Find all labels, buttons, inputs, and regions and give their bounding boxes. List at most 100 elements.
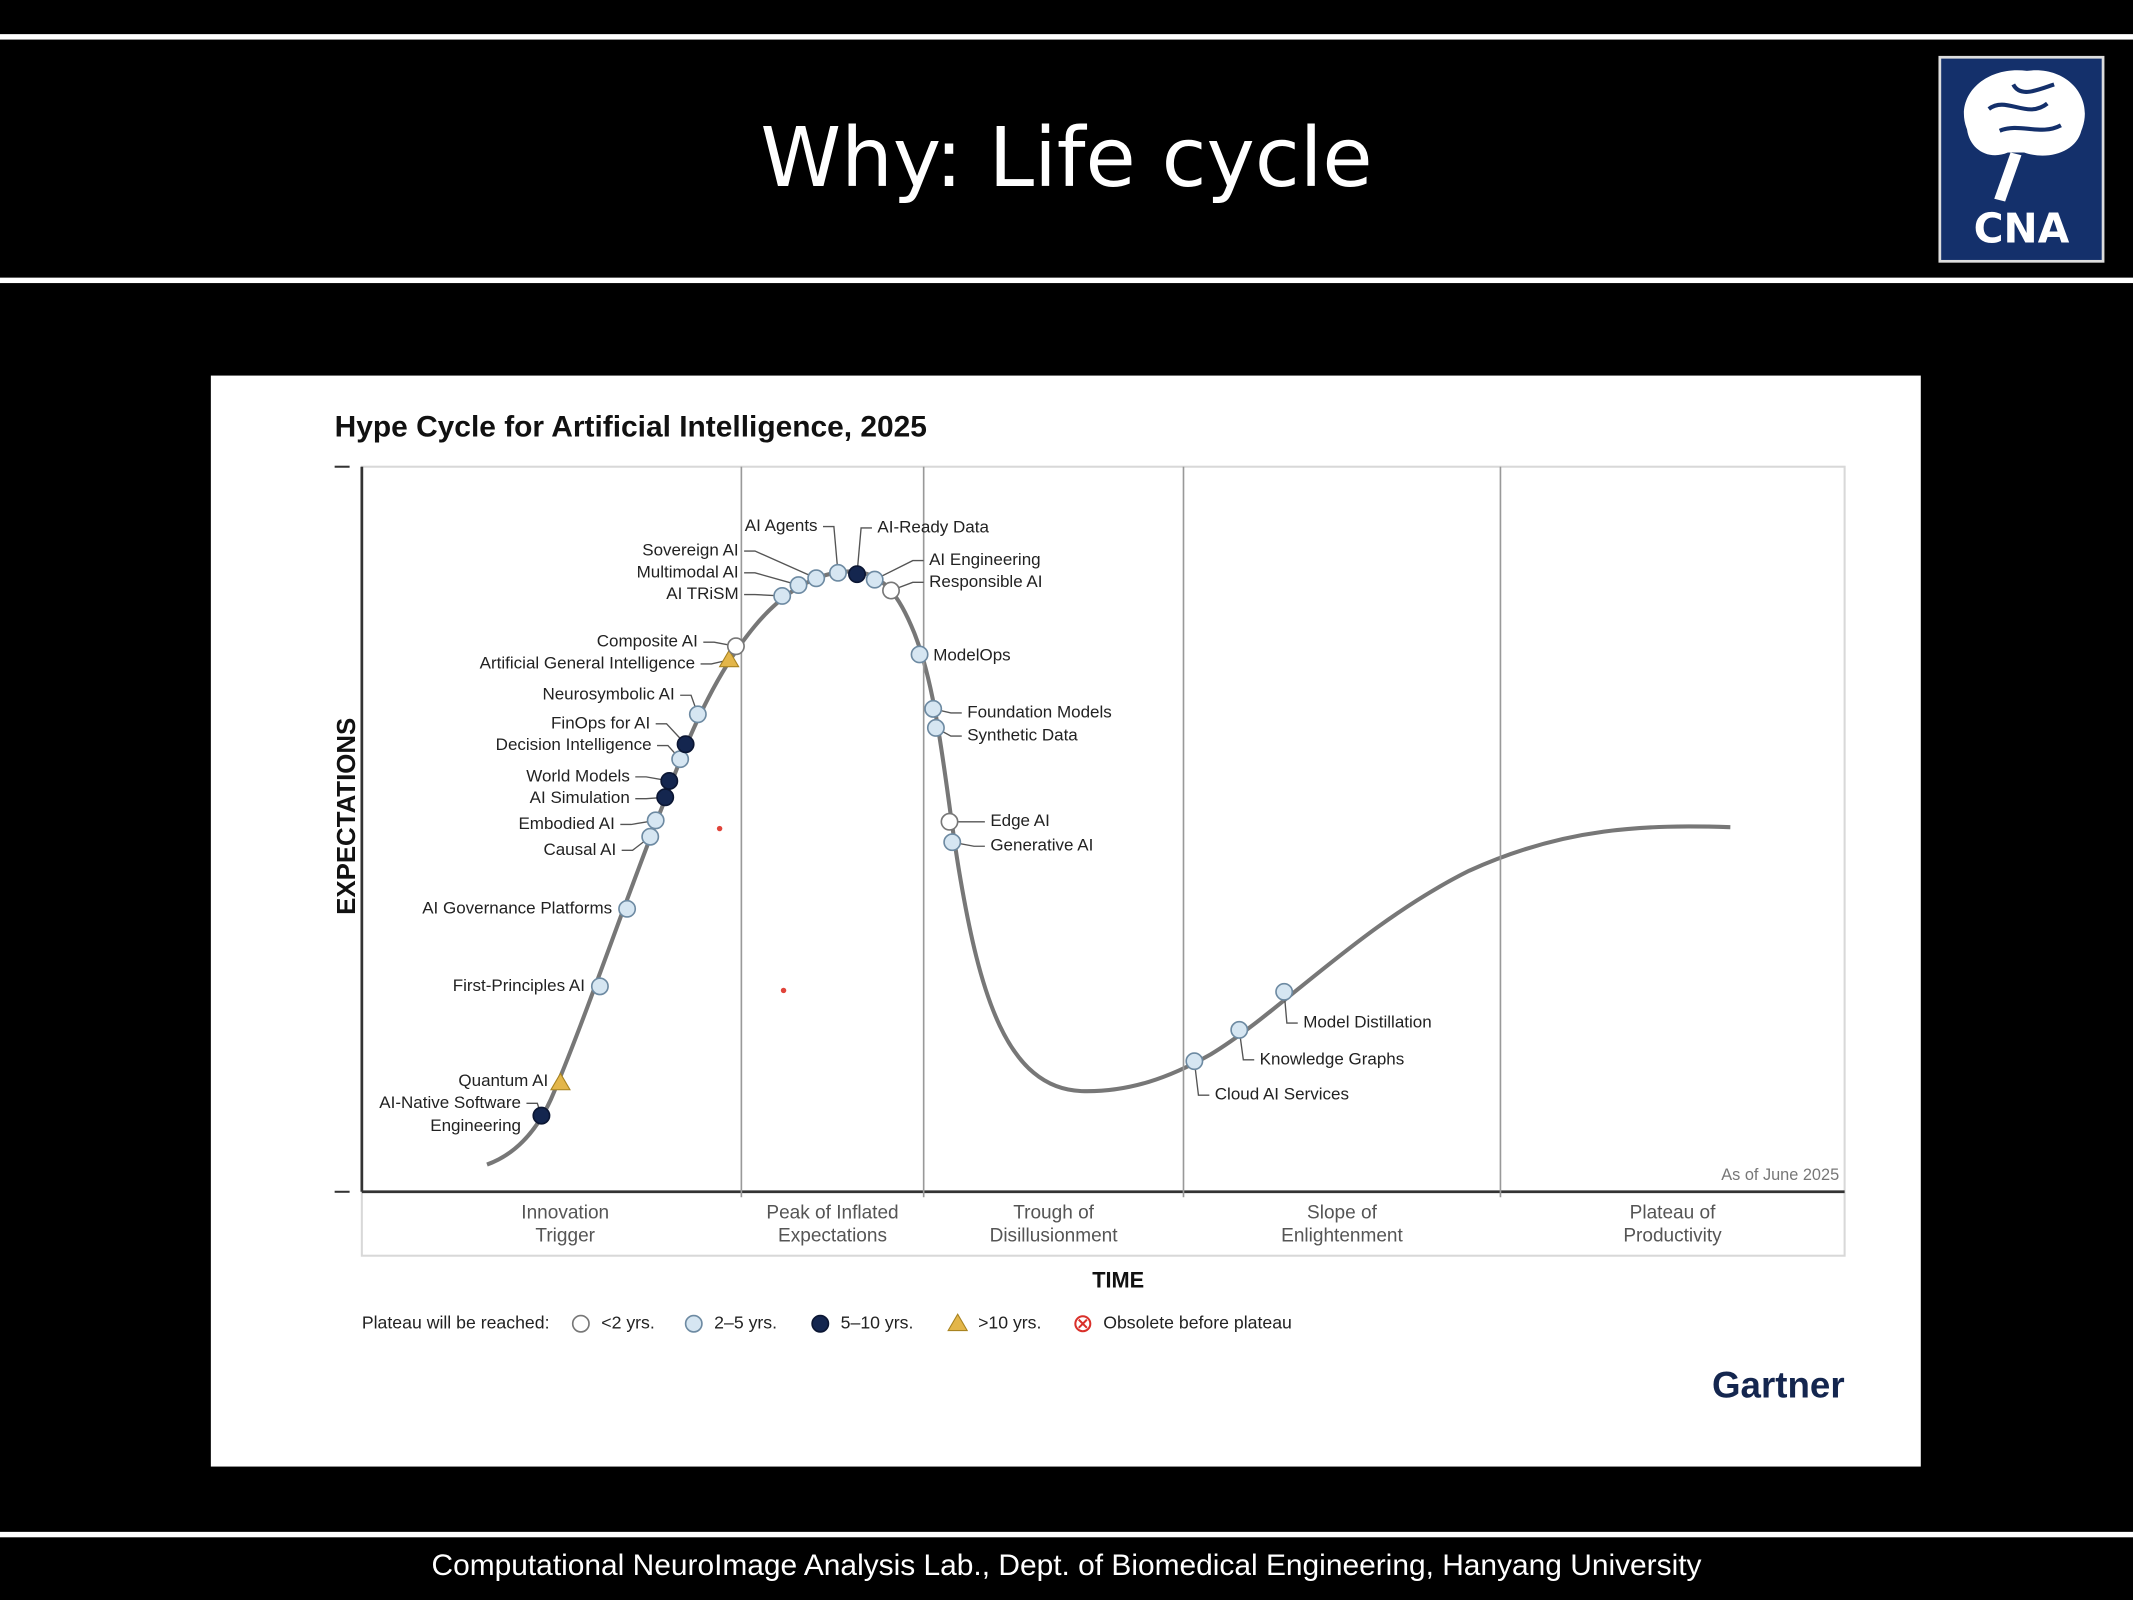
connector [856,527,872,575]
phase-label: Productivity [1623,1226,1722,1247]
item-label: Quantum AI [458,1071,548,1090]
item-marker [718,649,740,668]
item-label: Knowledge Graphs [1260,1049,1405,1068]
item-marker [656,788,675,807]
legend-entry: Obsolete before plateau [1103,1312,1292,1332]
item-marker [726,637,745,656]
logo-stem [1994,152,2022,202]
logo-text: CNA [1974,204,2070,252]
hype-item: AI Simulation [530,788,675,807]
item-label: Multimodal AI [637,562,739,581]
item-marker [1185,1052,1204,1071]
hype-item: Causal AI [543,827,660,859]
legend-marker [571,1314,590,1333]
item-label: Cloud AI Services [1215,1085,1349,1104]
item-marker [660,771,679,790]
item-marker [676,735,695,754]
legend: Plateau will be reached: <2 yrs. 2–5 yrs.… [362,1312,1292,1333]
hype-item: World Models [526,766,679,790]
item-label: AI Governance Platforms [422,898,612,917]
item-label: AI Agents [745,516,818,535]
item-marker [882,581,900,600]
x-axis-label: TIME [1092,1267,1144,1292]
item-label: World Models [526,766,630,785]
stray-dot [780,987,787,994]
hype-item: ModelOps [910,645,1011,664]
hype-item: Cloud AI Services [1185,1052,1349,1104]
hype-item: Sovereign AI [642,541,826,588]
hype-item: Model Distillation [1275,982,1432,1032]
item-marker [1275,982,1294,1001]
legend-label: Plateau will be reached: [362,1312,550,1332]
legend-marker [811,1314,830,1333]
phase-label: Disillusionment [990,1226,1119,1247]
item-label: Generative AI [990,836,1093,855]
phase-label: Plateau of [1630,1203,1716,1224]
hype-item: FinOps for AI [551,713,695,754]
item-label: ModelOps [933,645,1010,664]
legend-entry: 2–5 yrs. [714,1312,777,1332]
item-label: Neurosymbolic AI [542,685,674,704]
item-marker [924,699,943,718]
item-label: First-Principles AI [453,976,585,995]
phase-label: Enlightenment [1281,1226,1403,1247]
legend-entry: 5–10 yrs. [841,1312,914,1332]
item-marker [641,827,660,846]
phase-label: Slope of [1307,1203,1378,1224]
phase-label: Trough of [1013,1203,1094,1224]
item-label: FinOps for AI [551,713,650,732]
y-axis-label: EXPECTATIONS [333,718,361,915]
hype-item: Decision Intelligence [496,735,690,769]
item-label: Causal AI [543,840,616,859]
connector [874,559,924,581]
hype-item: Composite AI [597,632,745,656]
item-marker [646,811,665,830]
item-marker [848,565,866,584]
item-marker [532,1106,551,1125]
hype-item: Foundation Models [924,699,1112,721]
hype-item: Edge AI [940,811,1050,831]
item-label: Foundation Models [967,702,1112,721]
item-label: Decision Intelligence [496,735,652,754]
rule [0,34,2133,40]
items: AI-Native Software Engineering Quantum AI F… [379,516,1431,1135]
logo: CNA [1938,55,2105,263]
item-marker [688,705,707,724]
item-marker [590,977,609,996]
item-marker [549,1072,571,1091]
connector [1283,991,1298,1024]
hype-item: Generative AI [943,833,1093,855]
item-marker [910,645,929,664]
item-label: Embodied AI [518,814,614,833]
item-marker [773,586,792,605]
brand: Gartner [1712,1364,1845,1405]
stray-dot [716,825,723,832]
item-label: AI TRiSM [666,584,738,603]
phase-label: Trigger [535,1226,595,1247]
item-marker [618,899,637,918]
hype-item: Neurosymbolic AI [542,685,707,724]
item-label: Edge AI [990,811,1050,830]
item-marker [828,563,847,582]
item-label: Responsible AI [929,572,1042,591]
phase-label: Peak of Inflated [766,1203,898,1224]
item-label: AI Simulation [530,788,630,807]
footer: Computational NeuroImage Analysis Lab., … [431,1549,1701,1582]
connector [744,593,783,597]
hype-item: Quantum AI [458,1071,571,1091]
logo-brain-folds [1987,82,2062,133]
item-label: AI-Native Software [379,1093,521,1112]
figure-panel [210,375,1921,1467]
as-of-note: As of June 2025 [1721,1166,1839,1184]
item-marker [943,833,962,852]
legend-marker [684,1314,703,1333]
phase-label: Innovation [521,1203,609,1224]
item-label: AI Engineering [929,550,1041,569]
connector [744,550,817,579]
item-label: Synthetic Data [967,726,1078,745]
hype-item: First-Principles AI [453,976,609,996]
rule [0,277,2133,284]
connector [655,723,687,745]
